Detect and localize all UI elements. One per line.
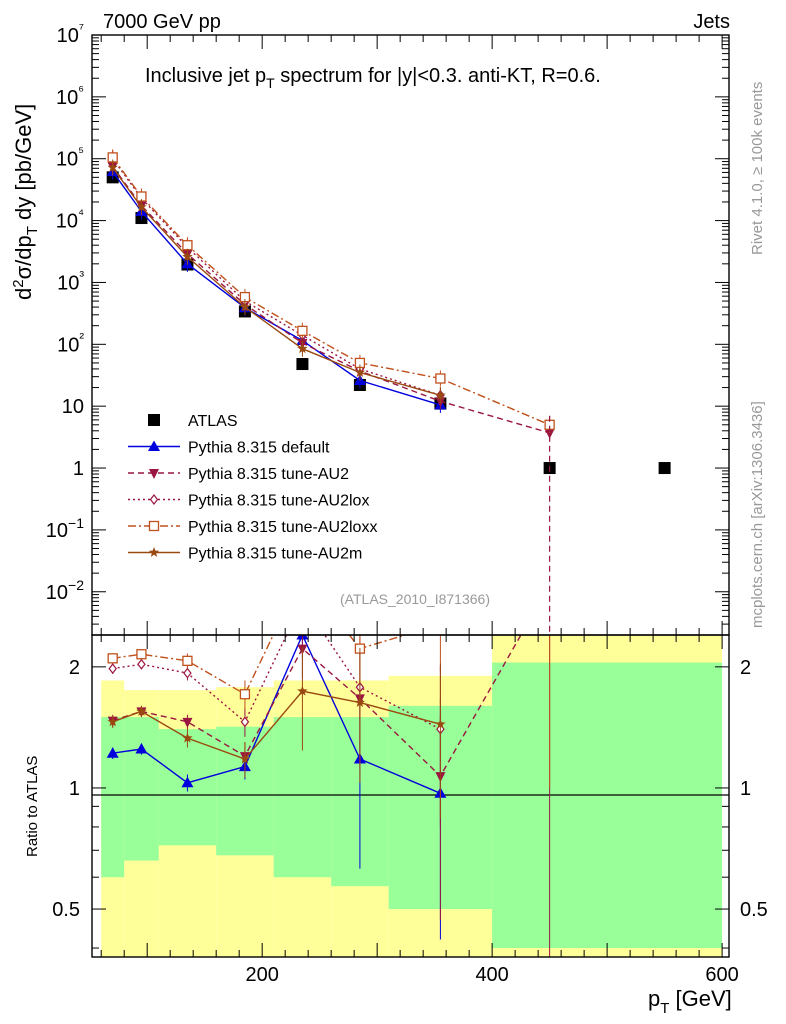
- main-ytick-label-9: 10⁷: [57, 20, 84, 47]
- ratio-point-4-5: [354, 697, 366, 707]
- band-inner-1: [124, 717, 159, 861]
- legend-label-0: ATLAS: [188, 413, 238, 430]
- band-inner-7: [492, 662, 723, 949]
- main-point-0-8: [658, 462, 671, 475]
- main-series-4: [107, 149, 555, 433]
- main-ytick-label-5: 10³: [57, 267, 84, 294]
- legend-marker-2: [149, 469, 159, 479]
- main-line-4: [112, 156, 550, 426]
- legend-label-5: Pythia 8.315 tune-AU2m: [188, 546, 362, 563]
- main-ytick-label-1: 10−1: [46, 515, 84, 542]
- legend-marker-0: [148, 414, 160, 426]
- legend-label-3: Pythia 8.315 tune-AU2lox: [188, 493, 369, 510]
- legend-label-4: Pythia 8.315 tune-AU2loxx: [188, 519, 377, 536]
- ratio-point-2-3: [240, 716, 250, 728]
- header-left: 7000 GeV pp: [103, 11, 221, 33]
- legend-label-1: Pythia 8.315 default: [188, 440, 330, 457]
- axis-ticks: [92, 34, 729, 957]
- ratio-point-3-4: [298, 570, 307, 579]
- main-series-1: [106, 163, 447, 413]
- ratio-point-3-1: [136, 649, 147, 660]
- main-series-3: [108, 150, 445, 404]
- ratio-point-3-6: [436, 620, 445, 629]
- band-inner-0: [101, 717, 125, 878]
- legend-marker-3: [149, 494, 159, 505]
- main-ytick-label-6: 10⁴: [56, 206, 84, 233]
- main-line-5: [112, 167, 441, 396]
- ratio-panel-series: [106, 570, 551, 957]
- ratio-point-0-0: [106, 747, 119, 758]
- main-point-5-4: [297, 343, 308, 354]
- ratio-point-2-4: [299, 597, 306, 606]
- side-text-rivet: Rivet 4.1.0, ≥ 100k events: [749, 82, 766, 255]
- ratio-point-2-0: [108, 663, 117, 675]
- plot-title: Inclusive jet pT spectrum for |y|<0.3. a…: [145, 65, 601, 91]
- legend: ATLAS Pythia 8.315 default Pythia 8.315 tu…: [128, 413, 377, 563]
- xtick-label-0: 200: [245, 964, 278, 986]
- legend-marker-5: [148, 547, 160, 557]
- ratio-line-3: [112, 635, 408, 696]
- ratio-line-1: [112, 635, 522, 778]
- ratio-point-3-2: [182, 655, 193, 666]
- ratio-point-4-1: [136, 705, 147, 716]
- ratio-ytick-label-left-1: 1: [69, 778, 80, 800]
- ratio-ytick-label-right-0: 0.5: [740, 899, 768, 921]
- main-point-5-5: [354, 367, 366, 377]
- main-point-4-4: [297, 325, 308, 337]
- main-ytick-label-8: 10⁶: [56, 82, 84, 109]
- legend-marker-1: [148, 440, 160, 451]
- ratio-point-4-3: [239, 753, 251, 764]
- ratio-point-2-2: [183, 667, 192, 679]
- ratio-point-4-2: [182, 732, 193, 743]
- xtick-label-2: 600: [705, 964, 738, 986]
- ratio-series-4: [107, 647, 446, 819]
- main-ytick-label-4: 10²: [57, 329, 84, 356]
- main-series-2: [107, 158, 555, 441]
- ratio-point-4-0: [107, 716, 118, 727]
- ratio-panel-frame: [91, 634, 730, 958]
- main-ytick-label-3: 10: [62, 396, 84, 418]
- main-series-5: [107, 159, 446, 404]
- x-axis-label: pT [GeV]: [648, 986, 732, 1017]
- ratio-ytick-label-left-2: 2: [69, 657, 80, 679]
- main-ytick-label-7: 10⁵: [56, 144, 84, 171]
- ratio-point-2-1: [137, 658, 146, 670]
- main-point-5-2: [182, 251, 193, 262]
- main-point-5-0: [107, 162, 118, 172]
- xtick-label-1: 400: [475, 964, 508, 986]
- header-right: Jets: [693, 11, 730, 33]
- main-line-2: [112, 166, 550, 434]
- ratio-ytick-label-right-2: 2: [740, 657, 751, 679]
- ratio-point-3-3: [239, 689, 251, 700]
- ratio-point-4-6: [435, 718, 446, 729]
- main-point-4-6: [435, 373, 446, 384]
- main-ytick-label-0: 10−2: [46, 577, 84, 604]
- main-point-5-3: [239, 301, 251, 312]
- main-point-5-1: [136, 201, 147, 212]
- main-point-2-7: [544, 428, 555, 439]
- ratio-y-axis-label: Ratio to ATLAS: [24, 756, 41, 857]
- ratio-point-1-2: [182, 717, 193, 728]
- axis-tick-labels: 10−2 10−1 1 10 10² 10³ 10⁴ 10⁵ 10⁶ 10⁷ 0.5 0.5 1 1 2 2 2…: [46, 20, 768, 986]
- main-line-1: [112, 171, 441, 406]
- ratio-point-4-4: [297, 685, 308, 696]
- main-point-4-2: [182, 240, 193, 251]
- ratio-uncertainty-bands: [101, 635, 723, 957]
- analysis-watermark: (ATLAS_2010_I871366): [340, 591, 490, 607]
- ratio-point-0-2: [181, 776, 194, 788]
- side-text-mcplots: mcplots.cern.ch [arXiv:1306.3436]: [749, 401, 766, 628]
- main-panel-series: [106, 149, 671, 635]
- ratio-point-0-1: [135, 742, 148, 754]
- ratio-ytick-label-left-0: 0.5: [52, 899, 80, 921]
- main-ytick-label-2: 1: [73, 458, 84, 480]
- ratio-point-3-0: [107, 653, 118, 664]
- legend-label-2: Pythia 8.315 tune-AU2: [188, 466, 349, 483]
- main-point-5-6: [435, 389, 446, 400]
- main-y-axis-label: d2σ/dpT dy [pb/GeV]: [10, 104, 41, 300]
- main-point-0-4: [296, 358, 309, 371]
- legend-marker-4: [148, 520, 160, 532]
- ratio-ytick-label-right-1: 1: [740, 778, 751, 800]
- main-line-3: [112, 158, 441, 396]
